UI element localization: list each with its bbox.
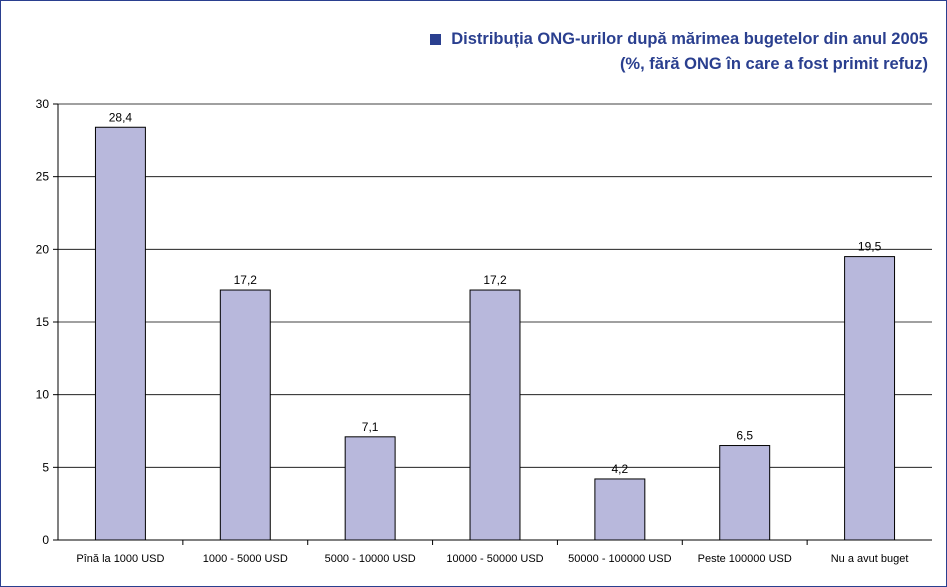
data-label: 7,1 bbox=[362, 420, 379, 434]
data-label: 6,5 bbox=[736, 429, 753, 443]
bar bbox=[469, 289, 521, 541]
bars bbox=[94, 126, 896, 541]
data-label: 4,2 bbox=[612, 462, 629, 476]
labels: 0 5 10 15 20 25 30 28,4 Pînă la 1000 USD 17,2 1000… bbox=[36, 97, 909, 565]
data-label: 17,2 bbox=[483, 273, 507, 287]
bar bbox=[94, 126, 146, 541]
x-tick-label: 1000 - 5000 USD bbox=[203, 553, 288, 565]
y-tick-label: 30 bbox=[36, 97, 50, 111]
data-label: 28,4 bbox=[109, 110, 133, 124]
title-bullet-icon bbox=[430, 34, 442, 45]
y-tick-label: 0 bbox=[42, 533, 49, 547]
chart-title-block: Distribuția ONG-urilor după mărimea buge… bbox=[430, 27, 928, 77]
data-label: 19,5 bbox=[858, 240, 882, 254]
y-tick-label: 15 bbox=[36, 315, 50, 329]
axes bbox=[53, 103, 932, 545]
bar bbox=[594, 478, 646, 541]
x-tick-label: 50000 - 100000 USD bbox=[568, 553, 671, 565]
x-tick-label: Nu a avut buget bbox=[831, 553, 909, 565]
bar bbox=[344, 436, 396, 541]
bar bbox=[844, 256, 896, 541]
data-label: 17,2 bbox=[234, 273, 258, 287]
chart-title-line: Distribuția ONG-urilor după mărimea buge… bbox=[430, 27, 928, 52]
chart-title: Distribuția ONG-urilor după mărimea buge… bbox=[451, 30, 928, 48]
x-tick-label: 5000 - 10000 USD bbox=[325, 553, 416, 565]
x-tick-label: Peste 100000 USD bbox=[698, 553, 792, 565]
chart-subtitle: (%, fără ONG în care a fost primit refuz… bbox=[619, 55, 928, 73]
bar bbox=[219, 289, 271, 541]
y-tick-label: 5 bbox=[42, 460, 49, 474]
bar bbox=[719, 445, 771, 541]
x-tick-label: 10000 - 50000 USD bbox=[446, 553, 543, 565]
y-tick-label: 10 bbox=[36, 388, 50, 402]
y-tick-label: 20 bbox=[36, 242, 50, 256]
y-tick-label: 25 bbox=[36, 170, 50, 184]
x-tick-label: Pînă la 1000 USD bbox=[76, 553, 164, 565]
